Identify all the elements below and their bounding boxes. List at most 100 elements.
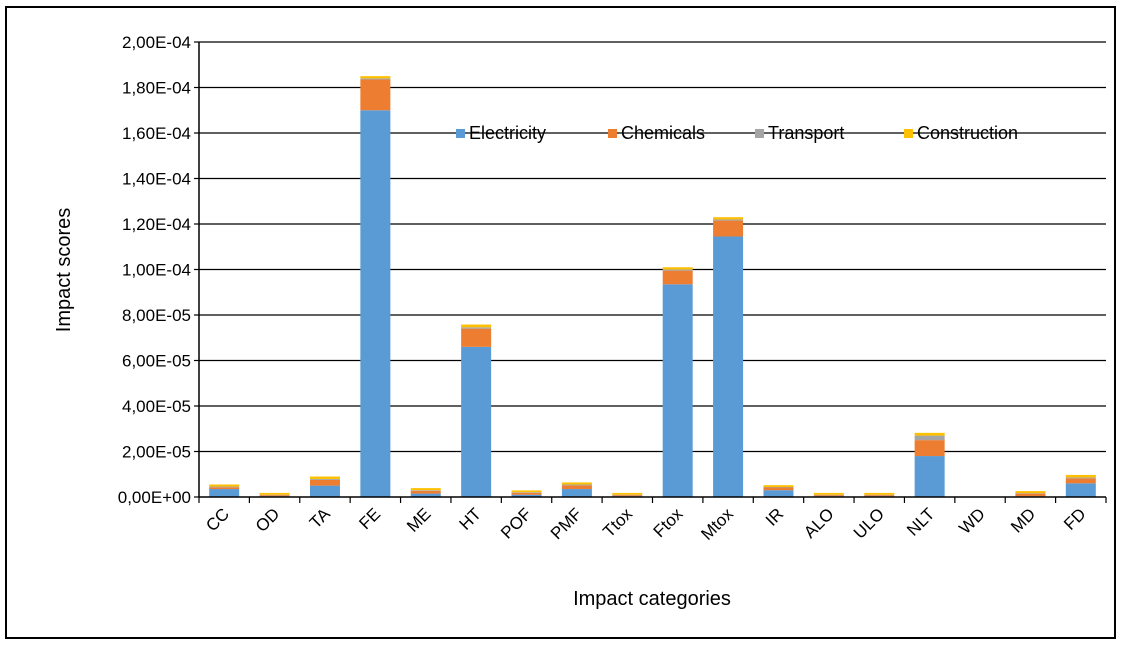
bar-segment-construction-md — [1015, 491, 1046, 494]
bar-segment-electricity-fd — [1065, 483, 1096, 497]
y-tick-label: 1,80E-04 — [122, 79, 191, 98]
x-tick-label: Ftox — [650, 504, 687, 541]
y-tick-labels: 0,00E+00 2,00E-05 4,00E-05 6,00E-05 8,00E-05… — [118, 33, 199, 507]
bar-segment-electricity-cc — [209, 489, 240, 497]
bar-segment-chemicals-od — [259, 495, 290, 497]
x-tick-label: CC — [202, 504, 233, 535]
bar-segment-chemicals-md — [1015, 493, 1046, 497]
y-tick-label: 0,00E+00 — [118, 488, 191, 507]
bar-segment-construction-me — [410, 488, 441, 491]
bar-segment-electricity-me — [410, 493, 441, 497]
bar-segment-electricity-ftox — [662, 284, 693, 497]
legend-label-transport: Transport — [768, 123, 844, 143]
x-tick-label: PMF — [547, 504, 586, 543]
bar-segment-chemicals-ht — [461, 328, 492, 347]
bar-segment-chemicals-mtox — [713, 220, 744, 237]
legend-label-chemicals: Chemicals — [621, 123, 705, 143]
bar-segment-transport-nlt — [914, 435, 945, 441]
y-tick-label: 2,00E-05 — [122, 443, 191, 462]
y-tick-label: 1,60E-04 — [122, 124, 191, 143]
y-tick-label: 6,00E-05 — [122, 352, 191, 371]
legend-swatch-construction — [904, 129, 913, 138]
bar-segment-electricity-pmf — [561, 489, 592, 497]
bar-segment-transport-od — [259, 494, 290, 496]
bar-segment-electricity-mtox — [713, 236, 744, 497]
bar-segment-transport-cc — [209, 486, 240, 488]
x-tick-label: FD — [1060, 504, 1089, 533]
x-tick-label: ULO — [850, 504, 888, 542]
bar-segment-chemicals-pmf — [561, 485, 592, 490]
bar-segment-chemicals-cc — [209, 487, 240, 490]
bar-segment-electricity-nlt — [914, 456, 945, 497]
bar-segment-transport-ir — [763, 486, 794, 488]
bar-segment-electricity-ta — [309, 485, 340, 497]
bar-segment-construction-fe — [360, 76, 391, 79]
bar-segment-transport-alo — [813, 494, 844, 496]
bar-segment-construction-mtox — [713, 217, 744, 220]
x-tick-labels: CC OD TA FE ME HT POF PMF Ttox Ftox Mtox IR ALO ULO NL… — [202, 504, 1089, 544]
y-tick-label: 1,00E-04 — [122, 261, 191, 280]
bar-segment-construction-ulo — [864, 492, 895, 495]
legend-swatch-electricity — [456, 129, 465, 138]
bar-segment-chemicals-ta — [309, 479, 340, 486]
bar-segment-construction-ftox — [662, 267, 693, 270]
bar-segment-electricity-fe — [360, 110, 391, 497]
legend-swatch-transport — [755, 129, 764, 138]
x-tick-label: OD — [252, 504, 283, 535]
bar-segment-construction-pmf — [561, 482, 592, 485]
bar-segment-chemicals-fd — [1065, 478, 1096, 484]
bar-segment-chemicals-nlt — [914, 440, 945, 457]
bar-segment-chemicals-ir — [763, 487, 794, 491]
x-tick-label: Ttox — [599, 504, 636, 541]
x-tick-label: HT — [456, 504, 485, 533]
x-tick-label: POF — [497, 504, 535, 542]
bar-segment-construction-ir — [763, 485, 794, 487]
bar-segment-electricity-ir — [763, 490, 794, 497]
bar-segment-transport-fe — [360, 78, 391, 80]
y-tick-label: 4,00E-05 — [122, 397, 191, 416]
legend-label-electricity: Electricity — [469, 123, 546, 143]
bar-segment-construction-fd — [1065, 474, 1096, 478]
bar-segment-construction-alo — [813, 492, 844, 495]
legend-label-construction: Construction — [917, 123, 1018, 143]
bar-segment-transport-ta — [309, 479, 340, 480]
x-tick-label: ALO — [800, 504, 837, 541]
x-tick-label: TA — [306, 504, 334, 532]
bars — [209, 76, 1096, 497]
legend-swatch-chemicals — [608, 129, 617, 138]
bar-segment-transport-me — [410, 490, 441, 491]
bar-segment-chemicals-ulo — [864, 495, 895, 497]
bar-segment-construction-ttox — [612, 492, 643, 495]
y-tick-label: 1,20E-04 — [122, 215, 191, 234]
x-tick-label: NLT — [903, 504, 938, 539]
bar-segment-electricity-pof — [511, 494, 542, 497]
chart-frame — [5, 6, 1116, 639]
bar-segment-chemicals-ftox — [662, 270, 693, 285]
bar-segment-transport-ttox — [612, 494, 643, 496]
x-tick-label: IR — [762, 504, 787, 529]
bar-segment-construction-pof — [511, 490, 542, 493]
gridlines — [199, 41, 1106, 453]
y-axis-title: Impact scores — [53, 208, 75, 332]
bar-segment-chemicals-ttox — [612, 495, 643, 497]
y-tick-label: 8,00E-05 — [122, 306, 191, 325]
legend: Electricity Chemicals Transport Constructio… — [456, 123, 1018, 143]
bar-segment-electricity-ht — [461, 346, 492, 497]
x-tick-label: Mtox — [697, 504, 737, 544]
axes — [198, 42, 1107, 503]
bar-segment-construction-od — [259, 492, 290, 495]
bar-segment-construction-nlt — [914, 432, 945, 436]
bar-segment-transport-fd — [1065, 477, 1096, 479]
bar-segment-construction-cc — [209, 484, 240, 487]
bar-segment-construction-ht — [461, 324, 492, 328]
bar-segment-transport-mtox — [713, 219, 744, 221]
bar-segment-transport-ulo — [864, 494, 895, 496]
bar-segment-chemicals-me — [410, 490, 441, 494]
bar-segment-chemicals-alo — [813, 495, 844, 497]
x-tick-label: FE — [355, 504, 384, 533]
x-tick-label: WD — [955, 504, 988, 537]
x-tick-label: ME — [403, 504, 434, 535]
bar-segment-transport-ftox — [662, 269, 693, 271]
y-tick-label: 2,00E-04 — [122, 33, 191, 52]
